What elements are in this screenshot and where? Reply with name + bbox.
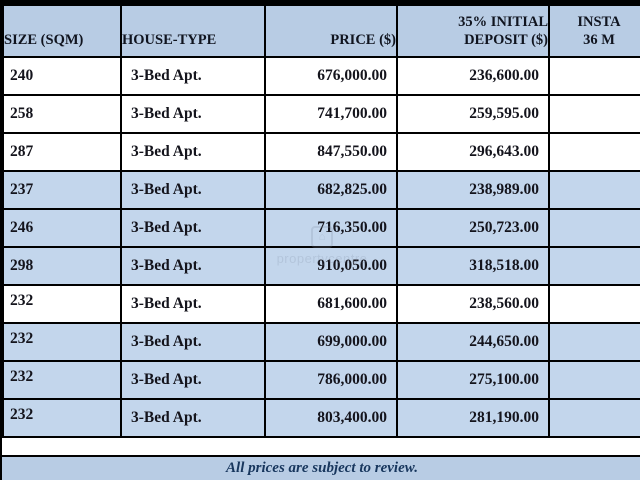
price-cell: 676,000.00 xyxy=(264,56,398,96)
price-cell: 741,700.00 xyxy=(264,94,398,134)
size-cell: 232 xyxy=(2,284,122,324)
table-header: SIZE (SQM) HOUSE-TYPE PRICE ($) 35% INIT… xyxy=(2,4,640,58)
col-header-size: SIZE (SQM) xyxy=(2,4,122,58)
table-row: 240 3-Bed Apt. 676,000.00 236,600.00 xyxy=(2,56,640,96)
price-cell: 681,600.00 xyxy=(264,284,398,324)
price-cell: 682,825.00 xyxy=(264,170,398,210)
installment-cell xyxy=(548,56,640,96)
col-header-deposit: 35% INITIAL DEPOSIT ($) xyxy=(396,4,550,58)
price-cell: 716,350.00 xyxy=(264,208,398,248)
header-row: SIZE (SQM) HOUSE-TYPE PRICE ($) 35% INIT… xyxy=(2,4,640,58)
house-type-cell: 3-Bed Apt. xyxy=(120,170,266,210)
installment-cell xyxy=(548,170,640,210)
house-type-cell: 3-Bed Apt. xyxy=(120,94,266,134)
house-type-cell: 3-Bed Apt. xyxy=(120,132,266,172)
table-row: 287 3-Bed Apt. 847,550.00 296,643.00 xyxy=(2,132,640,172)
price-cell: 803,400.00 xyxy=(264,398,398,438)
house-type-cell: 3-Bed Apt. xyxy=(120,246,266,286)
house-type-cell: 3-Bed Apt. xyxy=(120,360,266,400)
installment-cell xyxy=(548,284,640,324)
installment-cell xyxy=(548,94,640,134)
house-type-cell: 3-Bed Apt. xyxy=(120,398,266,438)
price-cell: 847,550.00 xyxy=(264,132,398,172)
installment-cell xyxy=(548,360,640,400)
table-row: 237 3-Bed Apt. 682,825.00 238,989.00 xyxy=(2,170,640,210)
installment-cell xyxy=(548,208,640,248)
deposit-cell: 296,643.00 xyxy=(396,132,550,172)
deposit-cell: 244,650.00 xyxy=(396,322,550,362)
col-header-price: PRICE ($) xyxy=(264,4,398,58)
pricing-table: SIZE (SQM) HOUSE-TYPE PRICE ($) 35% INIT… xyxy=(2,4,640,438)
deposit-cell: 275,100.00 xyxy=(396,360,550,400)
deposit-cell: 236,600.00 xyxy=(396,56,550,96)
size-cell: 232 xyxy=(2,322,122,362)
footer-note: All prices are subject to review. xyxy=(2,455,640,480)
size-cell: 258 xyxy=(2,94,122,134)
table-body: 240 3-Bed Apt. 676,000.00 236,600.00 258 3-Be… xyxy=(2,56,640,438)
house-type-cell: 3-Bed Apt. xyxy=(120,284,266,324)
table-row: 232 3-Bed Apt. 681,600.00 238,560.00 xyxy=(2,284,640,324)
deposit-cell: 250,723.00 xyxy=(396,208,550,248)
deposit-cell: 238,989.00 xyxy=(396,170,550,210)
house-type-cell: 3-Bed Apt. xyxy=(120,208,266,248)
table-row: 246 3-Bed Apt. 716,350.00 250,723.00 xyxy=(2,208,640,248)
house-type-cell: 3-Bed Apt. xyxy=(120,56,266,96)
installment-cell xyxy=(548,322,640,362)
table-row: 232 3-Bed Apt. 786,000.00 275,100.00 xyxy=(2,360,640,400)
installment-cell xyxy=(548,132,640,172)
deposit-cell: 259,595.00 xyxy=(396,94,550,134)
size-cell: 237 xyxy=(2,170,122,210)
size-cell: 232 xyxy=(2,360,122,400)
size-cell: 246 xyxy=(2,208,122,248)
deposit-cell: 318,518.00 xyxy=(396,246,550,286)
table-row: 232 3-Bed Apt. 699,000.00 244,650.00 xyxy=(2,322,640,362)
house-type-cell: 3-Bed Apt. xyxy=(120,322,266,362)
size-cell: 287 xyxy=(2,132,122,172)
table-row: 232 3-Bed Apt. 803,400.00 281,190.00 xyxy=(2,398,640,438)
col-header-house-type: HOUSE-TYPE xyxy=(120,4,266,58)
deposit-cell: 238,560.00 xyxy=(396,284,550,324)
size-cell: 232 xyxy=(2,398,122,438)
deposit-cell: 281,190.00 xyxy=(396,398,550,438)
installment-cell xyxy=(548,398,640,438)
size-cell: 240 xyxy=(2,56,122,96)
table-row: 258 3-Bed Apt. 741,700.00 259,595.00 xyxy=(2,94,640,134)
installment-cell xyxy=(548,246,640,286)
price-cell: 699,000.00 xyxy=(264,322,398,362)
col-header-installment: INSTA 36 M xyxy=(548,4,640,58)
footer-note-text: All prices are subject to review. xyxy=(226,460,418,476)
price-cell: 910,050.00 xyxy=(264,246,398,286)
table-row: 298 3-Bed Apt. 910,050.00 318,518.00 xyxy=(2,246,640,286)
price-cell: 786,000.00 xyxy=(264,360,398,400)
size-cell: 298 xyxy=(2,246,122,286)
